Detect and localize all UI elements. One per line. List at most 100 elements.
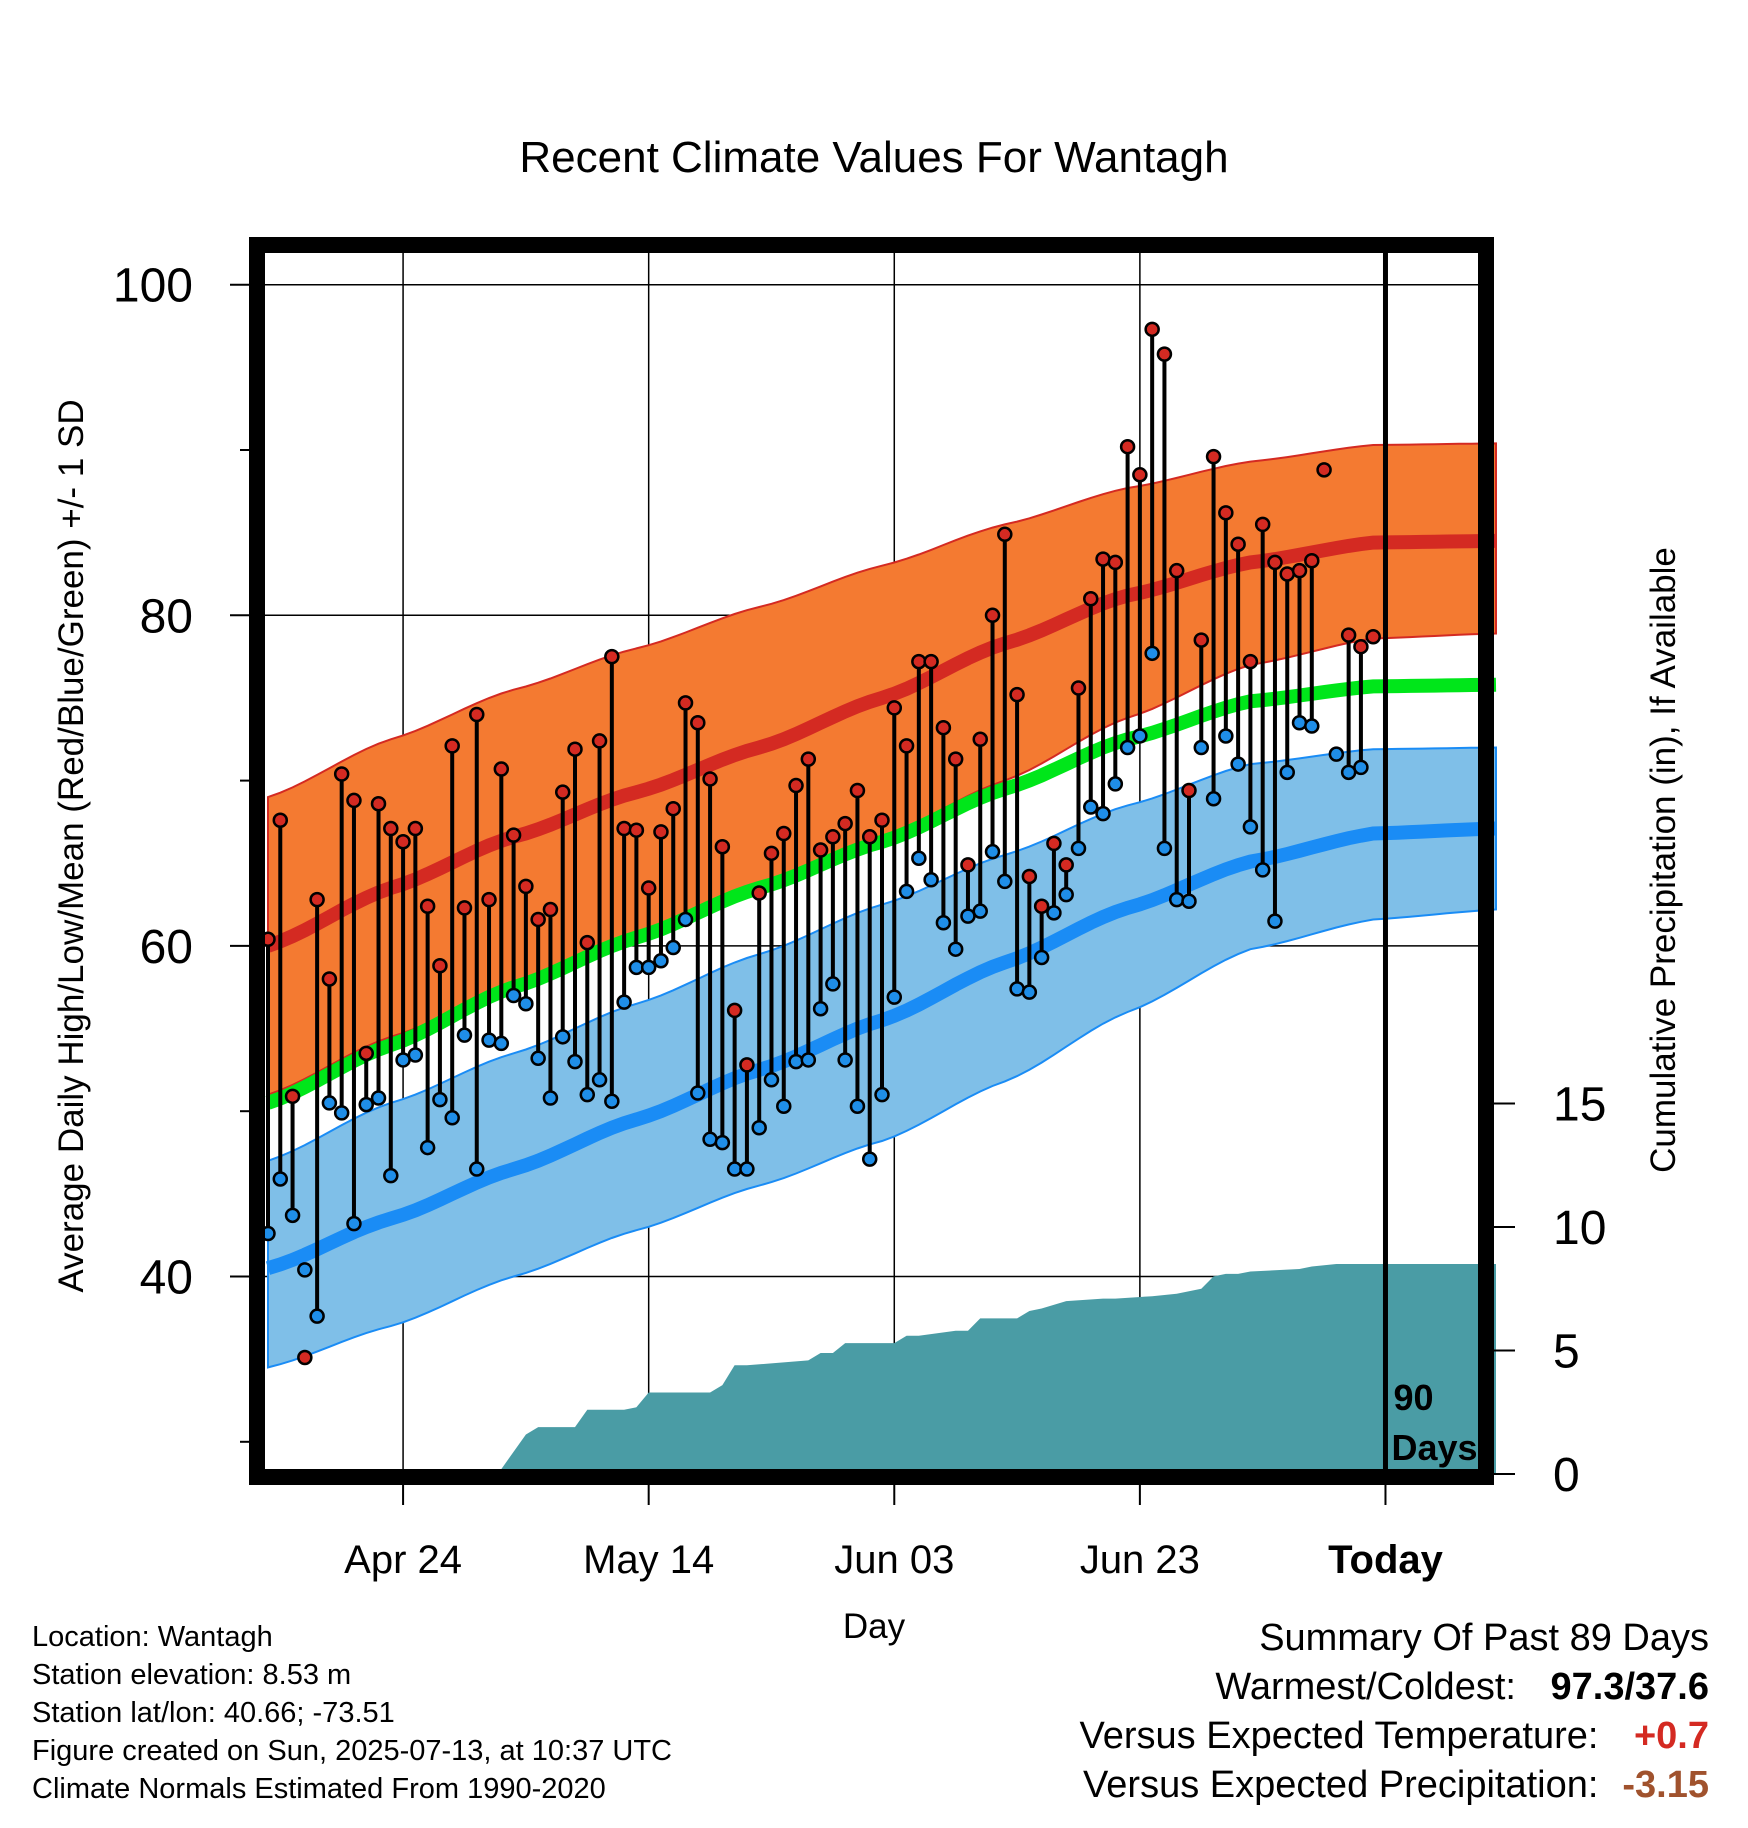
- high-temp-point: [297, 1349, 313, 1366]
- high-temp-point: [923, 653, 939, 670]
- high-temp-point: [984, 607, 1001, 624]
- y-tick-label: 100: [113, 260, 193, 313]
- precip-vs-expected-label: Versus Expected Precipitation:: [1083, 1764, 1599, 1806]
- x-tick-label: Apr 24: [344, 1538, 462, 1582]
- high-temp-point: [481, 891, 497, 908]
- low-temp-point: [1193, 739, 1210, 756]
- low-temp-point: [383, 1167, 399, 1184]
- high-temp-point: [1218, 505, 1234, 521]
- low-temp-point: [640, 959, 657, 976]
- y2-tick-label: 5: [1553, 1326, 1580, 1379]
- high-temp-point: [751, 885, 767, 901]
- high-temp-point: [800, 751, 817, 767]
- high-temp-point: [1181, 782, 1197, 799]
- low-temp-point: [874, 1086, 890, 1103]
- high-temp-point: [505, 827, 522, 843]
- low-temp-point: [911, 850, 927, 867]
- high-temp-point: [1279, 566, 1295, 582]
- low-temp-point: [665, 939, 681, 956]
- high-temp-point: [1267, 554, 1283, 571]
- low-temp-point: [616, 994, 632, 1010]
- low-temp-point: [800, 1052, 817, 1068]
- high-temp-point: [1095, 551, 1111, 567]
- normals-text: Climate Normals Estimated From 1990-2020: [32, 1773, 606, 1805]
- summary-temperature: Versus Expected Temperature: +0.7: [1080, 1712, 1709, 1761]
- high-temp-point: [726, 1002, 743, 1019]
- low-temp-point: [1095, 805, 1111, 822]
- high-temp-point: [690, 714, 706, 731]
- summary-precipitation: Versus Expected Precipitation: -3.15: [1080, 1761, 1709, 1810]
- high-temp-point: [714, 838, 731, 855]
- high-temp-point: [272, 812, 289, 829]
- low-temp-point: [1168, 891, 1185, 908]
- high-temp-point: [1070, 680, 1087, 696]
- high-temp-point: [358, 1045, 374, 1062]
- high-temp-point: [518, 878, 534, 895]
- low-temp-point: [1181, 893, 1197, 910]
- high-temp-point: [886, 700, 903, 716]
- high-temp-point: [542, 901, 559, 918]
- low-temp-point: [1009, 981, 1025, 997]
- summary-title: Summary Of Past 89 Days: [1259, 1617, 1709, 1659]
- y2-tick-label: 15: [1553, 1079, 1606, 1132]
- high-temp-point: [1033, 898, 1050, 914]
- x-tick-label: Jun 23: [1080, 1538, 1200, 1582]
- low-temp-point: [297, 1262, 313, 1278]
- x-tick-label: Today: [1328, 1538, 1444, 1582]
- high-temp-point: [1304, 553, 1320, 569]
- temp-vs-expected-value: +0.7: [1633, 1715, 1709, 1757]
- low-temp-point: [763, 1072, 780, 1088]
- low-temp-point: [456, 1027, 473, 1043]
- high-temp-point: [567, 741, 583, 757]
- low-temp-point: [370, 1090, 387, 1106]
- low-temp-point: [677, 911, 694, 928]
- low-temp-point: [690, 1085, 706, 1101]
- high-temp-point: [837, 815, 853, 832]
- high-temp-point: [960, 857, 976, 873]
- high-temp-point: [702, 771, 718, 787]
- precip-area: [268, 1264, 1496, 1474]
- low-temp-point: [1119, 739, 1136, 756]
- y-tick-label: 40: [140, 1252, 193, 1305]
- low-temp-point: [1144, 645, 1160, 662]
- plot-border: [249, 237, 1494, 1485]
- today-days-label: Days: [1391, 1427, 1477, 1468]
- low-temp-point: [1205, 791, 1222, 807]
- low-temp-point: [346, 1215, 362, 1232]
- low-temp-point: [419, 1139, 436, 1156]
- high-temp-point: [861, 829, 878, 845]
- low-temp-point: [284, 1207, 301, 1224]
- high-temp-point: [591, 733, 608, 749]
- high-temp-point: [1046, 835, 1062, 852]
- high-temp-point: [1291, 562, 1308, 579]
- low-temp-point: [542, 1090, 559, 1106]
- axis-labels: 40 60 80 100 0 5 10 15 Apr 24 May 14 Jun 03 Jun 23 T…: [113, 260, 1606, 1582]
- high-temp-point: [1009, 686, 1025, 703]
- high-temp-point: [383, 820, 399, 837]
- low-temp-point: [481, 1032, 497, 1048]
- low-temp-point: [530, 1050, 546, 1067]
- low-temp-point: [1304, 718, 1320, 734]
- low-temp-point: [579, 1086, 596, 1103]
- low-temp-point: [849, 1098, 866, 1114]
- low-temp-point: [1328, 746, 1345, 762]
- high-temp-point: [321, 971, 338, 987]
- low-temp-point: [407, 1047, 424, 1063]
- high-temp-point: [628, 822, 645, 838]
- high-temp-point: [1132, 467, 1148, 483]
- low-temp-point: [702, 1131, 718, 1148]
- high-temp-point: [739, 1057, 755, 1073]
- warmest-coldest-value: 97.3/37.6: [1550, 1666, 1709, 1708]
- high-temp-point: [825, 829, 841, 845]
- high-temp-point: [333, 766, 350, 782]
- low-temp-point: [984, 843, 1001, 860]
- low-temp-point: [1156, 840, 1173, 857]
- high-normal-line: [265, 533, 1497, 953]
- low-temp-point: [432, 1091, 448, 1108]
- low-temp-point: [972, 903, 988, 919]
- low-temp-point: [812, 1000, 829, 1017]
- daily-range-bars: [266, 329, 1363, 1317]
- low-temp-point: [1070, 840, 1087, 857]
- y-axis-label: Average Daily High/Low/Mean (Red/Blue/Gr…: [52, 399, 91, 1292]
